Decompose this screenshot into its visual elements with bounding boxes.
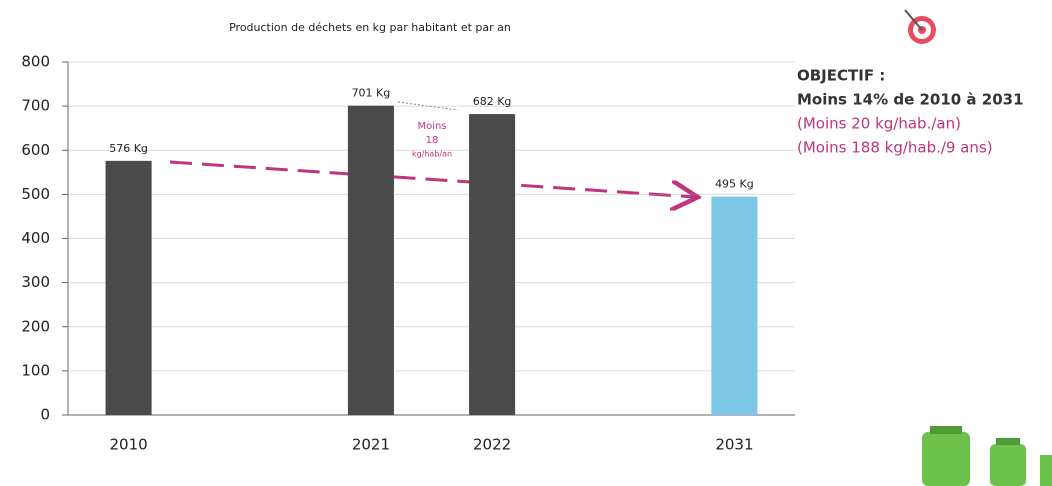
y-tick-label: 200 (21, 317, 50, 335)
difference-note: Moins (417, 121, 446, 132)
objective-note: Moins 14% de 2010 à 2031 (797, 91, 1024, 109)
trend-arrow (170, 162, 695, 197)
x-tick-label: 2010 (109, 436, 147, 454)
y-tick-label: 500 (21, 185, 50, 203)
value-label: 495 Kg (715, 178, 754, 191)
y-tick-label: 400 (21, 229, 50, 247)
y-tick-label: 0 (40, 406, 50, 424)
bins-icon (922, 426, 1052, 486)
y-tick-label: 800 (21, 53, 50, 71)
target-icon (905, 10, 936, 44)
y-tick-label: 300 (21, 273, 50, 291)
value-label: 701 Kg (352, 87, 391, 100)
chart: Production de déchets en kg par habitant… (0, 0, 1052, 486)
bar (711, 197, 757, 415)
value-label: 576 Kg (109, 142, 148, 155)
bar (348, 106, 394, 415)
y-tick-label: 700 (21, 97, 50, 115)
bar (469, 114, 515, 415)
value-label: 682 Kg (473, 95, 512, 108)
x-tick-label: 2021 (352, 436, 390, 454)
x-tick-label: 2022 (473, 436, 511, 454)
difference-note: 18 (426, 135, 439, 146)
difference-note: kg/hab/an (412, 150, 452, 159)
y-tick-label: 600 (21, 141, 50, 159)
x-tick-label: 2031 (715, 436, 753, 454)
y-tick-label: 100 (21, 361, 50, 379)
objective-note: OBJECTIF : (797, 67, 885, 85)
objective-note: (Moins 20 kg/hab./an) (797, 115, 961, 133)
objective-note: (Moins 188 kg/hab./9 ans) (797, 139, 993, 157)
chart-title: Production de déchets en kg par habitant… (229, 21, 511, 34)
bar (106, 161, 152, 415)
